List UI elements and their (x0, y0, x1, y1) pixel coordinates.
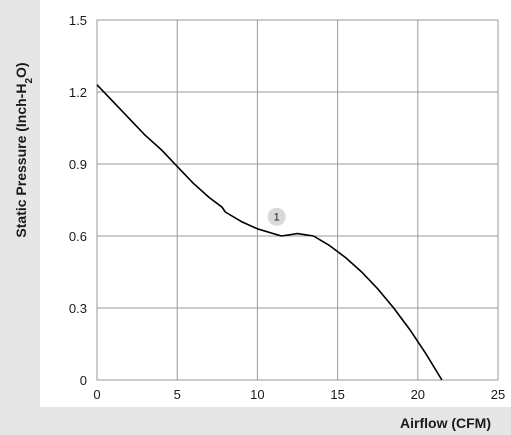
x-tick-label: 20 (411, 387, 425, 402)
y-axis-band (0, 0, 40, 435)
y-tick-label: 1.5 (69, 13, 87, 28)
y-axis-title-part-2: O) (13, 62, 29, 78)
x-axis-band (40, 407, 511, 435)
x-tick-label: 5 (174, 387, 181, 402)
curve-marker: 1 (267, 207, 286, 226)
plot-area (97, 20, 498, 380)
x-axis-title: Airflow (CFM) (400, 415, 491, 431)
y-tick-label: 0.9 (69, 157, 87, 172)
series-line (96, 84, 443, 381)
y-tick-label: 1.2 (69, 85, 87, 100)
x-tick-labels: 0 5 10 15 20 25 (93, 387, 505, 402)
y-axis-title-part-1: Static Pressure (Inch-H (13, 84, 29, 238)
plot-border (96, 19, 499, 381)
y-tick-label: 0 (80, 373, 87, 388)
x-tick-label: 0 (93, 387, 100, 402)
y-axis-title: Static Pressure (Inch-H2O) (13, 62, 35, 237)
x-tick-label: 10 (250, 387, 264, 402)
x-tick-label: 25 (491, 387, 505, 402)
y-tick-label: 0.3 (69, 301, 87, 316)
y-tick-label: 0.6 (69, 229, 87, 244)
x-tick-label: 15 (330, 387, 344, 402)
y-tick-labels: 0 0.3 0.6 0.9 1.2 1.5 (69, 13, 87, 388)
marker-circle (267, 207, 286, 226)
marker-label: 1 (274, 212, 280, 224)
y-axis-title-subscript: 2 (24, 78, 35, 84)
